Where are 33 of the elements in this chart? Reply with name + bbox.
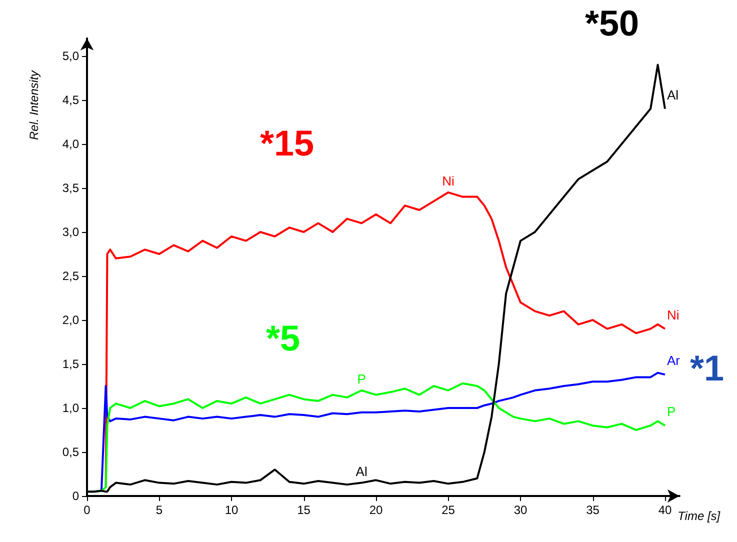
y-tick-label: 0 — [72, 489, 80, 503]
y-tick-label: 5,0 — [62, 49, 80, 63]
x-tick-label: 25 — [442, 503, 456, 517]
x-tick-label: 35 — [586, 503, 600, 517]
y-tick-label: 2,0 — [62, 313, 80, 327]
text: Al — [667, 87, 679, 102]
y-tick-label: 3,0 — [62, 225, 80, 239]
x-tick-label: 30 — [514, 503, 528, 517]
series-label: Ar — [667, 353, 681, 368]
x-tick-label: 5 — [156, 503, 163, 517]
x-tick-label: 20 — [369, 503, 383, 517]
y-tick-label: 1,0 — [62, 401, 80, 415]
annotation: *5 — [266, 318, 300, 358]
series-label: Ni — [442, 173, 454, 188]
x-axis-title: Time [s] — [678, 509, 721, 523]
x-tick-label: 0 — [84, 503, 91, 517]
series-label: P — [357, 371, 366, 386]
y-tick-label: 0,5 — [62, 445, 80, 459]
series-label: Al — [356, 464, 368, 479]
text: P — [667, 404, 676, 420]
y-axis-title: Rel. Intensity — [27, 70, 41, 140]
text: Ni — [667, 307, 680, 322]
x-tick-label: 10 — [224, 503, 238, 517]
y-tick-label: 4,5 — [62, 93, 80, 107]
annotation: *15 — [260, 122, 314, 164]
annotation: *50 — [585, 2, 640, 44]
x-tick-label: 40 — [658, 503, 672, 517]
x-tick-label: 15 — [297, 503, 311, 517]
text: *1 — [690, 348, 724, 388]
y-tick-label: 4,0 — [62, 137, 80, 151]
y-tick-label: 3,5 — [62, 181, 80, 195]
y-tick-label: 2,5 — [62, 269, 80, 283]
y-tick-label: 1,5 — [62, 357, 80, 371]
